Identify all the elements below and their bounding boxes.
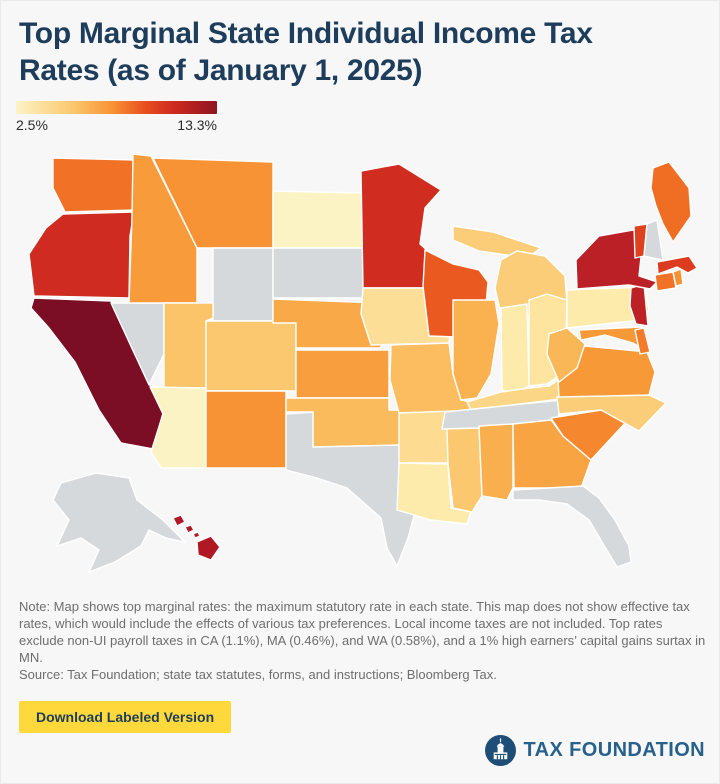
state-WY <box>212 247 274 322</box>
state-CO <box>205 320 297 392</box>
legend-min-label: 2.5% <box>16 117 48 133</box>
state-MD <box>578 326 647 352</box>
download-labeled-version-button[interactable]: Download Labeled Version <box>19 701 232 733</box>
note-block: Note: Map shows top marginal rates: the … <box>19 598 709 683</box>
state-IN <box>500 303 530 395</box>
note-text: Note: Map shows top marginal rates: the … <box>19 599 706 665</box>
tax-foundation-logo: TAX FOUNDATION <box>485 735 705 766</box>
state-HI <box>172 514 221 561</box>
state-MA <box>656 255 698 275</box>
page-title-line2: Rates (as of January 1, 2025) <box>19 54 423 87</box>
state-RI <box>672 268 684 287</box>
header: Top Marginal State Individual Income Tax… <box>19 15 709 89</box>
color-scale-legend: 2.5% 13.3% <box>16 101 217 133</box>
state-ME <box>650 161 692 243</box>
state-AK <box>52 472 186 573</box>
page-title-line1: Top Marginal State Individual Income Tax <box>19 17 593 50</box>
state-AL <box>478 423 514 501</box>
legend-gradient-bar <box>16 101 217 114</box>
state-CT <box>654 271 677 292</box>
state-TX <box>285 411 416 567</box>
state-SD <box>272 247 368 299</box>
state-NH <box>643 219 664 261</box>
source-text: Source: Tax Foundation; state tax statut… <box>19 667 497 682</box>
legend-labels: 2.5% 13.3% <box>16 117 217 133</box>
state-DE <box>634 327 651 355</box>
state-IL <box>452 299 500 401</box>
state-NM <box>205 390 287 469</box>
state-OR <box>28 211 135 299</box>
state-MS <box>446 425 483 513</box>
state-FL <box>512 485 632 568</box>
state-KS <box>295 349 390 399</box>
state-WA <box>52 157 135 213</box>
state-AZ <box>149 386 207 469</box>
legend-max-label: 13.3% <box>177 117 217 133</box>
us-choropleth-map <box>1 146 720 606</box>
state-ND <box>272 190 364 249</box>
capitol-dome-icon <box>485 735 517 766</box>
page-title: Top Marginal State Individual Income Tax… <box>19 15 709 89</box>
tax-foundation-logo-text: TAX FOUNDATION <box>523 739 705 761</box>
